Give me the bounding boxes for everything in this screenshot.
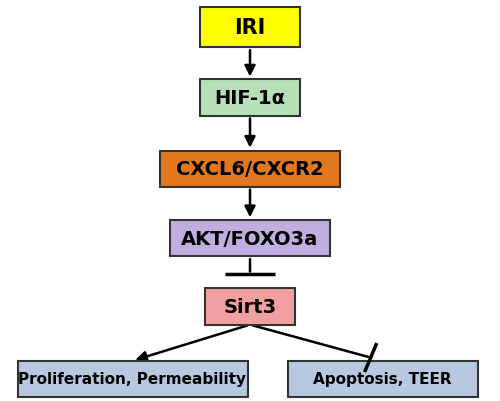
Text: AKT/FOXO3a: AKT/FOXO3a — [182, 229, 318, 248]
FancyBboxPatch shape — [170, 221, 330, 257]
FancyBboxPatch shape — [18, 361, 247, 397]
Text: CXCL6/CXCR2: CXCL6/CXCR2 — [176, 160, 324, 179]
Text: HIF-1α: HIF-1α — [214, 89, 286, 108]
Text: Proliferation, Permeability: Proliferation, Permeability — [18, 371, 246, 387]
FancyBboxPatch shape — [200, 8, 300, 48]
Text: Sirt3: Sirt3 — [224, 297, 276, 316]
Text: Apoptosis, TEER: Apoptosis, TEER — [313, 371, 452, 387]
FancyBboxPatch shape — [160, 151, 340, 187]
FancyBboxPatch shape — [200, 80, 300, 116]
FancyBboxPatch shape — [288, 361, 478, 397]
FancyBboxPatch shape — [205, 289, 295, 325]
Text: IRI: IRI — [234, 18, 266, 38]
